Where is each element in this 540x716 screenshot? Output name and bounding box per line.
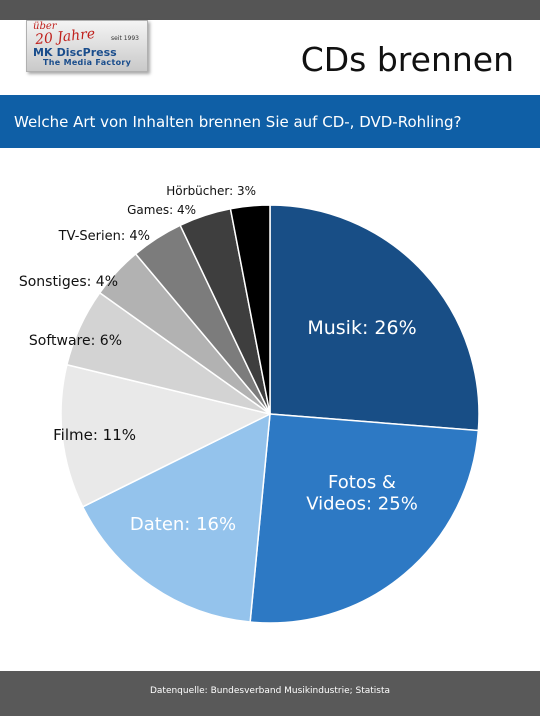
pie-slice-daten: [81, 412, 271, 623]
top-bar: [0, 0, 540, 20]
logo-since: seit 1993: [110, 35, 139, 42]
pie-slice-fotos-videos: [249, 413, 480, 624]
logo-brand-name: DiscPress: [56, 46, 117, 59]
pie-label-musik: Musik: 26%: [307, 317, 416, 339]
pie-chart-svg: Musik: 26% Fotos & Videos: 25% Daten: 16% Fi…: [19, 184, 480, 624]
survey-question: Welche Art von Inhalten brennen Sie auf …: [14, 113, 462, 131]
discpress-logo: über 20 Jahre seit 1993 MK DiscPress The…: [26, 20, 148, 72]
pie-label-tv-serien: TV-Serien: 4%: [58, 229, 150, 244]
pie-label-hörbücher: Hörbücher: 3%: [166, 184, 256, 198]
logo-brand: MK DiscPress: [33, 46, 117, 59]
pie-slice-musik: [269, 204, 480, 432]
pie-label-sonstiges: Sonstiges: 4%: [19, 274, 118, 290]
pie-chart: Musik: 26% Fotos & Videos: 25% Daten: 16% Fi…: [0, 148, 540, 668]
logo-brand-mk: MK: [33, 46, 53, 59]
data-source: Datenquelle: Bundesverband Musikindustri…: [149, 686, 391, 696]
pie-label-games: Games: 4%: [127, 203, 196, 217]
question-band: Welche Art von Inhalten brennen Sie auf …: [0, 95, 540, 148]
pie-slice-hörbücher: [229, 204, 271, 415]
footer: Datenquelle: Bundesverband Musikindustri…: [0, 671, 540, 716]
pie-label-fotos-videos: Fotos & Videos: 25%: [306, 472, 418, 515]
page-title: CDs brennen: [300, 40, 514, 79]
logo-anniversary-prefix: über: [33, 21, 57, 32]
pie-label-daten: Daten: 16%: [130, 514, 236, 535]
logo-tagline: The Media Factory: [43, 58, 132, 67]
pie-slice-filme: [60, 363, 273, 508]
pie-label-filme: Filme: 11%: [53, 426, 136, 444]
pie-label-software: Software: 6%: [29, 333, 122, 349]
